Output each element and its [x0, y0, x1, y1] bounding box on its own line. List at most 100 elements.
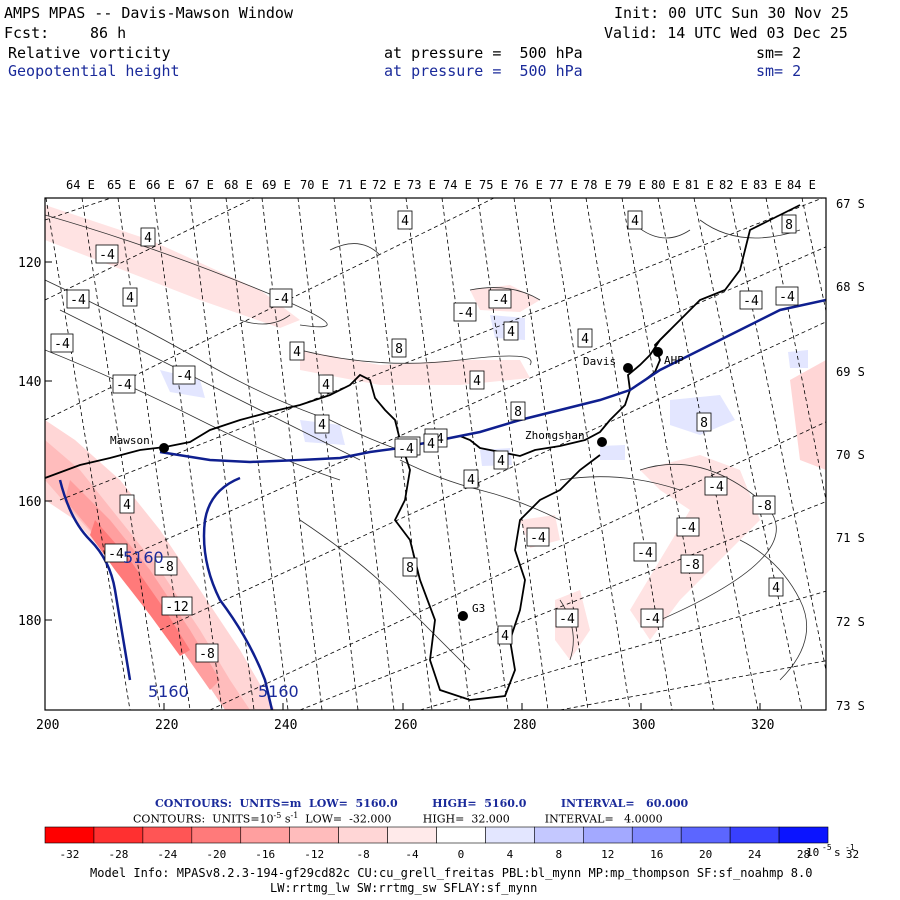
lon-label: 65 E	[107, 178, 136, 192]
contour-label-box	[781, 214, 797, 234]
field2-name: Geopotential height	[8, 62, 180, 80]
colorbar-tick-label: 16	[650, 848, 663, 861]
contour-label-box	[704, 476, 728, 496]
contour-label: -4	[457, 306, 473, 321]
colorbar-swatch	[436, 826, 486, 844]
contour-label: 4	[427, 437, 435, 452]
contour-label: 4	[126, 291, 134, 306]
colorbar-tick-label: -24	[157, 848, 177, 861]
contour-label-box	[402, 557, 418, 577]
colorbar-tick-labels: -32 -28 -24 -20 -16 -12 -8 -4 0 4 8 12 16 20 24 28 32	[60, 848, 860, 861]
svg-text:s: s	[834, 846, 841, 859]
contour-label-box	[752, 495, 776, 515]
lon-label: 76 E	[514, 178, 543, 192]
right-latitude-labels: 67 S 68 S 69 S 70 S 71 S 72 S 73 S	[836, 197, 865, 713]
lon-label: 84 E	[787, 178, 816, 192]
contour-label-box	[739, 290, 763, 310]
contour-label-box	[493, 450, 509, 470]
contour-label: 4	[501, 629, 509, 644]
contour-label-box	[50, 333, 74, 353]
colorbar-tick-label: -12	[304, 848, 324, 861]
forecast-label: Fcst:	[4, 24, 50, 42]
colorbar-tick-label: -16	[255, 848, 275, 861]
contour-label: -4	[273, 292, 289, 307]
lon-label: 72 E	[372, 178, 401, 192]
contour-label: -4	[708, 480, 724, 495]
contour-label: -4	[680, 521, 696, 536]
lat-label: 68 S	[836, 280, 865, 294]
contour-label-box	[453, 302, 477, 322]
contour-label: -12	[165, 600, 188, 615]
contour-label: 4	[467, 473, 475, 488]
contour-label-box	[577, 328, 593, 348]
y-label: 160	[18, 495, 41, 510]
contour-label: 4	[401, 214, 409, 229]
contour-label: -4	[99, 248, 115, 263]
contour-label-box	[555, 608, 579, 628]
station-dot	[458, 611, 468, 621]
height-contour-label: 5160	[148, 682, 189, 701]
contour-label-box	[391, 338, 407, 358]
lon-label: 71 E	[338, 178, 367, 192]
station-dot	[597, 437, 607, 447]
svg-text:-5: -5	[822, 843, 832, 852]
contour-label: 4	[123, 498, 131, 513]
colorbar-swatch	[729, 826, 780, 844]
contour-label-box	[676, 517, 700, 537]
station-label: Mawson	[110, 434, 150, 447]
colorbar-swatch	[631, 826, 682, 844]
contour-range: LOW= -32.000 HIGH= 32.000 INTERVAL= 4.00…	[298, 812, 663, 826]
lon-label: 82 E	[719, 178, 748, 192]
contour-label: -4	[637, 546, 653, 561]
vorticity-contour-info: CONTOURS: UNITS=10-5 s-1 LOW= -32.000 HI…	[133, 811, 663, 826]
contour-label: 8	[514, 405, 522, 420]
lat-label: 70 S	[836, 448, 865, 462]
lat-label: 67 S	[836, 197, 865, 211]
contour-label-box	[633, 542, 657, 562]
contour-label: -4	[492, 293, 508, 308]
contour-label: 4	[322, 378, 330, 393]
lon-label: 83 E	[753, 178, 782, 192]
contour-label: 4	[581, 332, 589, 347]
colorbar	[44, 826, 829, 844]
lat-label: 69 S	[836, 365, 865, 379]
contour-label-box	[314, 414, 330, 434]
colorbar-swatch	[534, 826, 584, 844]
contour-label-box	[161, 596, 193, 616]
contour-label-box	[423, 433, 439, 453]
contour-label: -4	[559, 612, 575, 627]
lon-label: 66 E	[146, 178, 175, 192]
station-dot	[623, 363, 633, 373]
contour-label: -8	[158, 560, 174, 575]
contour-label-box	[526, 527, 550, 547]
lon-label: 75 E	[479, 178, 508, 192]
contour-label-box	[488, 289, 512, 309]
height-contours	[58, 298, 826, 710]
contour-label-group: 4 -4 4 -4 -4 4 -4 -4 -4 4 4 8 -4 4 4 -4 4 8 -4 -4 4 8 4 4 8 -4 4 -4…	[50, 210, 799, 663]
lon-label: 68 E	[224, 178, 253, 192]
colorbar-tick-label: -20	[206, 848, 226, 861]
contour-label: -8	[756, 499, 772, 514]
contour-label: -8	[199, 647, 215, 662]
contour-label: 4	[497, 454, 505, 469]
lon-label: 78 E	[583, 178, 612, 192]
colorbar-swatch	[338, 826, 388, 844]
colorbar-tick-label: 32	[846, 848, 859, 861]
x-label: 300	[632, 718, 655, 733]
lon-label: 77 E	[549, 178, 578, 192]
plot-title: AMPS MPAS -- Davis-Mawson Window	[4, 4, 293, 22]
contour-label: 4	[318, 418, 326, 433]
contour-label: 4	[772, 581, 780, 596]
colorbar-tick-label: -28	[108, 848, 128, 861]
colorbar-tick-label: 20	[699, 848, 712, 861]
lon-label: 74 E	[443, 178, 472, 192]
contour-label-box	[394, 438, 418, 458]
left-axis-labels: 120 140 160 180	[18, 256, 41, 629]
contour-label-box	[95, 244, 119, 264]
colorbar-tick-label: 8	[556, 848, 563, 861]
lat-label: 73 S	[836, 699, 865, 713]
x-label: 220	[155, 718, 178, 733]
station-dot	[159, 443, 169, 453]
station-label: G3	[472, 602, 485, 615]
